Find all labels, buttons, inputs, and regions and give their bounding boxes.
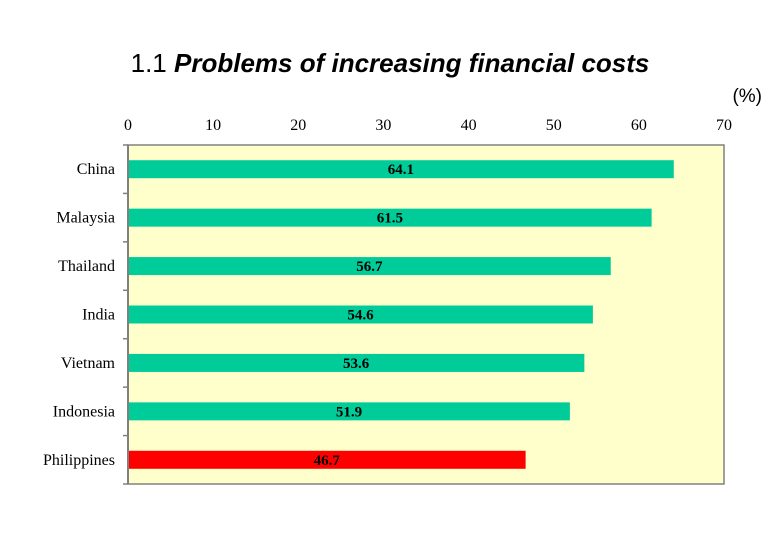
bar (128, 402, 570, 421)
bar (128, 208, 652, 227)
bar (128, 353, 585, 372)
bar (128, 305, 593, 324)
chart-title: 1.1 Problems of increasing financial cos… (0, 48, 780, 79)
bar (128, 257, 611, 276)
category-label: Philippines (43, 452, 115, 469)
data-label: 53.6 (343, 356, 370, 372)
category-label: Malaysia (56, 210, 115, 227)
x-tick-label: 50 (546, 117, 562, 134)
x-tick-label: 20 (290, 117, 306, 134)
chart-title-number: 1.1 (130, 48, 167, 78)
data-label: 64.1 (388, 162, 414, 178)
unit-label: (%) (732, 86, 762, 107)
data-label: 61.5 (377, 211, 403, 227)
data-label: 46.7 (314, 453, 341, 469)
x-axis-ticks: 0 10 20 30 40 50 60 70 (124, 117, 732, 134)
chart-title-text: Problems of increasing financial costs (174, 48, 650, 78)
y-axis-ticks (123, 144, 128, 485)
data-label: 51.9 (336, 404, 362, 420)
category-label: India (82, 307, 115, 324)
data-label: 56.7 (356, 259, 383, 275)
data-label: 54.6 (347, 308, 374, 324)
bar (128, 160, 674, 179)
category-label: Thailand (58, 258, 115, 275)
x-tick-label: 60 (631, 117, 647, 134)
category-labels: China Malaysia Thailand India Vietnam Indones… (43, 161, 116, 469)
x-tick-label: 40 (461, 117, 477, 134)
category-label: Indonesia (53, 403, 115, 420)
bars: 64.1 61.5 56.7 54.6 53.6 51.9 46.7 (128, 160, 674, 469)
x-tick-label: 0 (124, 117, 132, 134)
category-label: Vietnam (61, 355, 116, 372)
bar (128, 450, 526, 469)
x-tick-label: 10 (205, 117, 221, 134)
category-label: China (77, 161, 115, 178)
x-tick-label: 70 (716, 117, 732, 134)
x-tick-label: 30 (375, 117, 391, 134)
